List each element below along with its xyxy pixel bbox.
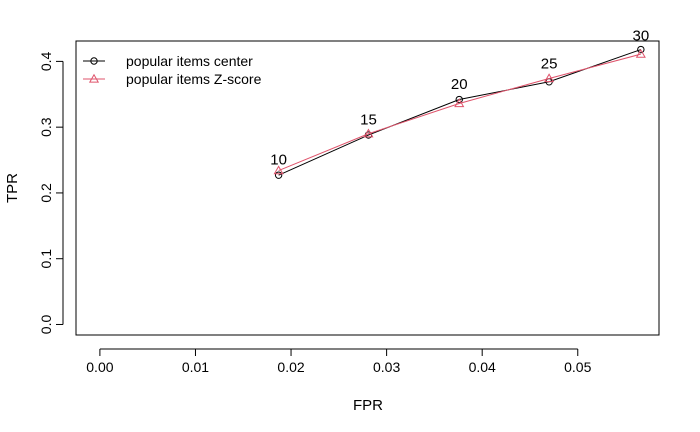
legend-item: popular items Z-score xyxy=(83,71,262,87)
data-point xyxy=(544,73,555,83)
y-axis: 0.0 0.1 0.2 0.3 0.4 xyxy=(38,51,64,335)
y-tick-label: 0.4 xyxy=(38,51,54,71)
y-axis-title: TPR xyxy=(4,173,21,203)
x-tick-label: 0.00 xyxy=(86,359,113,375)
x-tick-label: 0.04 xyxy=(469,359,496,375)
data-point xyxy=(273,165,284,175)
legend-circle-marker xyxy=(90,57,98,65)
legend-label: popular items Z-score xyxy=(126,71,262,87)
legend-item: popular items center xyxy=(83,53,253,69)
legend-triangle-marker xyxy=(88,73,100,83)
point-label: 15 xyxy=(360,112,377,129)
y-tick-label: 0.2 xyxy=(38,183,54,203)
point-labels-layer: 10 15 20 25 30 xyxy=(270,27,649,168)
y-tick-label: 0.1 xyxy=(38,249,54,269)
data-point xyxy=(454,98,465,108)
x-tick-label: 0.01 xyxy=(182,359,209,375)
data-point xyxy=(635,48,646,58)
data-point xyxy=(363,128,374,138)
y-tick-label: 0.3 xyxy=(38,117,54,137)
series-line xyxy=(278,53,641,172)
data-point xyxy=(637,45,645,54)
x-axis: 0.00 0.01 0.02 0.03 0.04 0.05 xyxy=(86,348,592,375)
x-axis-title: FPR xyxy=(353,397,383,414)
y-tick-label: 0.0 xyxy=(38,315,54,335)
series-1 xyxy=(274,45,645,179)
legend: popular items center popular items Z-scor… xyxy=(83,53,262,87)
x-tick-label: 0.02 xyxy=(277,359,304,375)
x-tick-label: 0.03 xyxy=(373,359,400,375)
plot-area-frame xyxy=(75,40,660,336)
data-point xyxy=(455,95,463,104)
data-point xyxy=(274,171,283,179)
x-tick-label: 0.05 xyxy=(564,359,591,375)
point-label: 25 xyxy=(541,56,558,73)
point-label: 20 xyxy=(451,76,468,93)
series-layer xyxy=(273,45,646,179)
point-label: 10 xyxy=(270,152,287,169)
series-2 xyxy=(273,48,646,175)
point-label: 30 xyxy=(632,27,649,44)
legend-label: popular items center xyxy=(126,53,253,69)
